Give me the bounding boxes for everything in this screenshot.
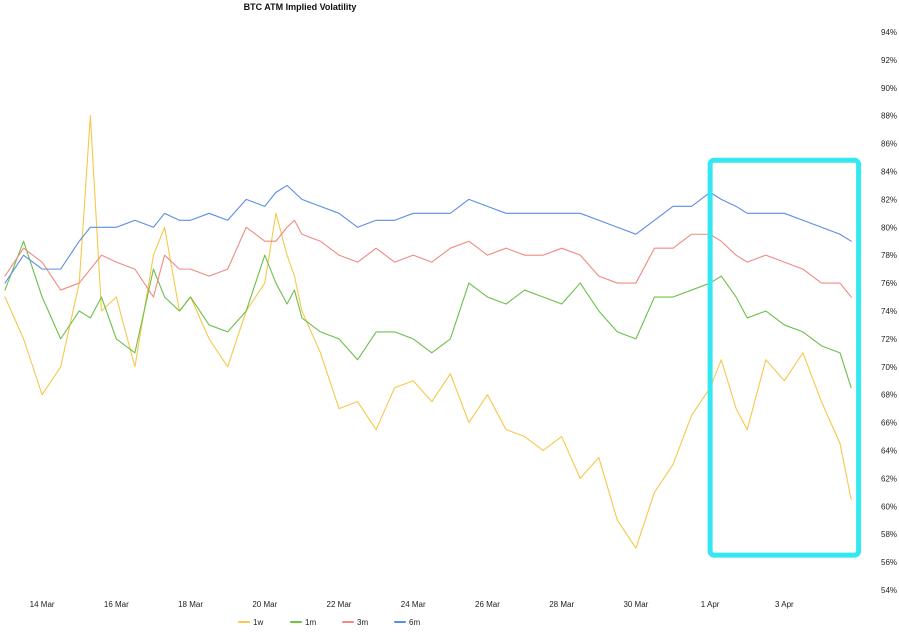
y-tick-label: 84% — [881, 167, 897, 176]
y-tick-label: 80% — [881, 223, 897, 232]
y-tick-label: 62% — [881, 474, 897, 483]
legend-label-3m: 3m — [357, 618, 368, 627]
y-tick-label: 56% — [881, 558, 897, 567]
series-line-3m — [4, 219, 852, 298]
y-tick-label: 66% — [881, 419, 897, 428]
highlight-box — [707, 157, 862, 558]
legend-label-6m: 6m — [409, 618, 420, 627]
y-tick-label: 88% — [881, 112, 897, 121]
y-tick-label: 70% — [881, 363, 897, 372]
x-tick-label: 22 Mar — [327, 600, 352, 609]
y-tick-label: 86% — [881, 140, 897, 149]
y-tick-label: 94% — [881, 28, 897, 37]
series-line-1w — [4, 115, 852, 549]
x-tick-label: 3 Apr — [775, 600, 794, 609]
legend-label-1w: 1w — [253, 618, 263, 627]
y-tick-label: 60% — [881, 502, 897, 511]
y-tick-label: 58% — [881, 530, 897, 539]
x-tick-label: 16 Mar — [104, 600, 129, 609]
y-tick-label: 68% — [881, 391, 897, 400]
y-tick-label: 76% — [881, 279, 897, 288]
x-tick-label: 14 Mar — [30, 600, 55, 609]
series-line-6m — [4, 184, 852, 284]
legend: 1w 1m 3m 6m — [238, 618, 420, 627]
x-tick-label: 30 Mar — [623, 600, 648, 609]
y-axis: 94% 92% 90% 88% 86% 84% 82% 80% 78% 76% 74% 72% 70% 6… — [881, 28, 897, 595]
y-tick-label: 74% — [881, 307, 897, 316]
y-tick-label: 72% — [881, 335, 897, 344]
highlight-layer — [707, 157, 862, 558]
x-tick-label: 28 Mar — [549, 600, 574, 609]
x-tick-label: 1 Apr — [701, 600, 720, 609]
x-tick-label: 20 Mar — [252, 600, 277, 609]
legend-label-1m: 1m — [305, 618, 316, 627]
y-tick-label: 82% — [881, 195, 897, 204]
y-tick-label: 64% — [881, 446, 897, 455]
chart-title: BTC ATM Implied Volatility — [244, 2, 357, 12]
y-tick-label: 90% — [881, 84, 897, 93]
x-tick-label: 26 Mar — [475, 600, 500, 609]
y-tick-label: 54% — [881, 586, 897, 595]
y-tick-label: 78% — [881, 251, 897, 260]
series-layer — [4, 115, 852, 549]
x-axis: 14 Mar 16 Mar 18 Mar 20 Mar 22 Mar 24 Mar 26 M… — [30, 600, 794, 609]
y-tick-label: 92% — [881, 56, 897, 65]
x-tick-label: 18 Mar — [178, 600, 203, 609]
series-line-1m — [4, 240, 852, 389]
x-tick-label: 24 Mar — [401, 600, 426, 609]
